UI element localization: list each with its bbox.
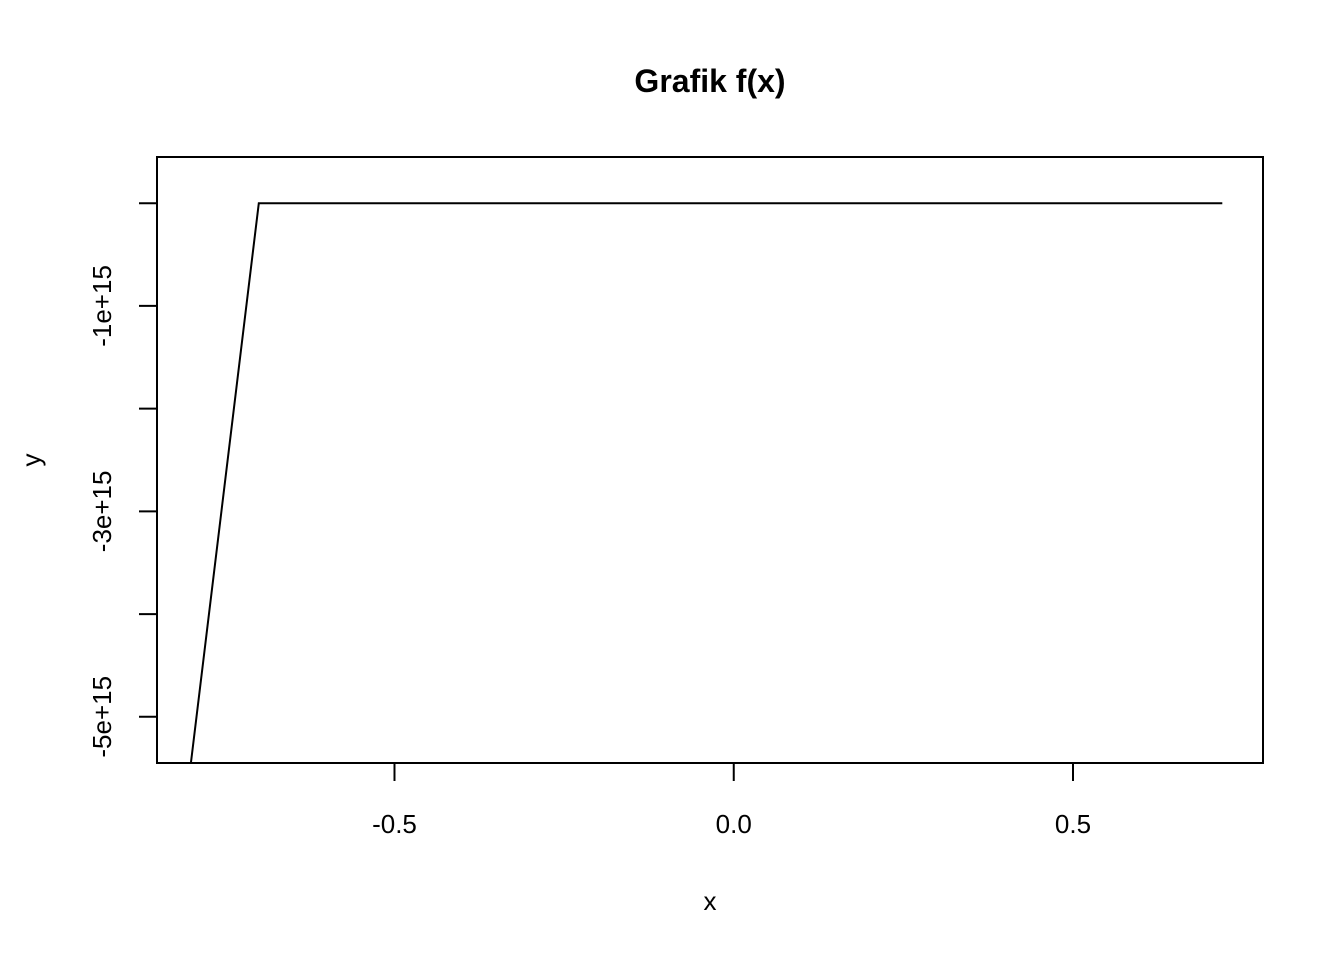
plot-frame — [156, 156, 1264, 764]
chart-title: Grafik f(x) — [634, 63, 785, 99]
series-line-0 — [189, 202, 1223, 764]
series-layer — [189, 202, 1223, 764]
y-tick-label: -5e+15 — [87, 676, 117, 758]
x-axis-label: x — [704, 886, 717, 916]
y-tick-label: -1e+15 — [87, 265, 117, 347]
x-tick-label: -0.5 — [372, 809, 417, 839]
y-axis: -1e+15 -3e+15 -5e+15 — [87, 202, 157, 758]
x-tick-label: 0.5 — [1055, 809, 1091, 839]
x-axis: -0.5 0.0 0.5 — [372, 763, 1091, 839]
y-tick-label: -3e+15 — [87, 471, 117, 553]
y-axis-label: y — [16, 454, 46, 467]
x-tick-label: 0.0 — [716, 809, 752, 839]
